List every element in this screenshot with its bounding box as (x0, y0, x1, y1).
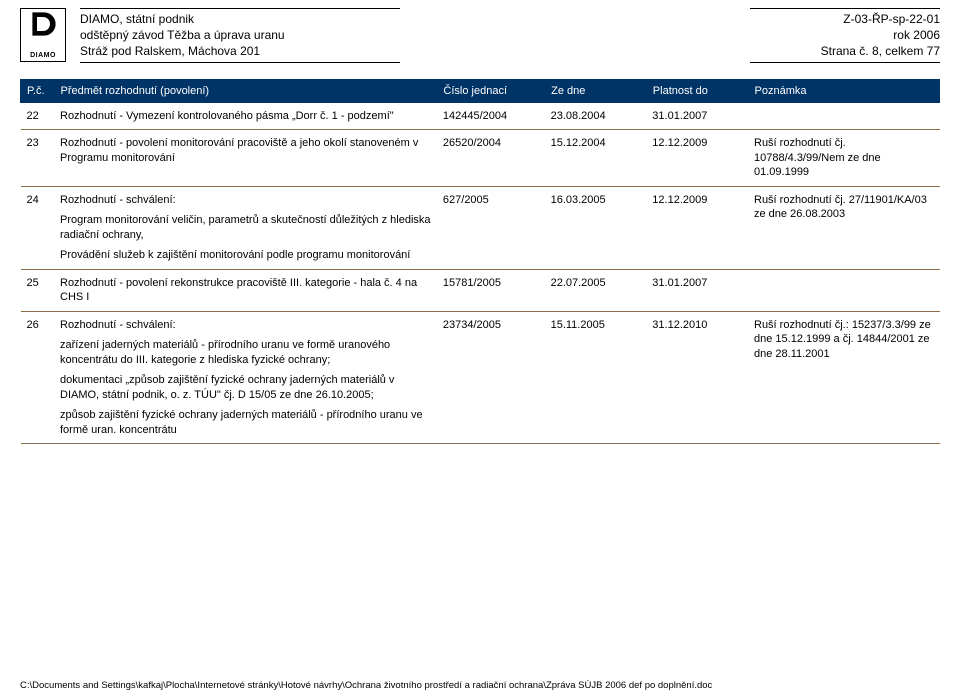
cell-poznamka (748, 102, 940, 130)
document-meta: Z-03-ŘP-sp-22-01 rok 2006 Strana č. 8, c… (750, 8, 940, 63)
subject-paragraph: Rozhodnutí - povolení rekonstrukce praco… (60, 276, 431, 305)
decisions-table: P.č. Předmět rozhodnutí (povolení) Číslo… (20, 79, 940, 445)
doc-code: Z-03-ŘP-sp-22-01 (750, 11, 940, 27)
col-header-plat: Platnost do (646, 79, 748, 102)
cell-ze-dne: 16.03.2005 (545, 186, 647, 269)
subject-paragraph: Provádění služeb k zajištění monitorován… (60, 248, 431, 263)
cell-platnost: 31.12.2010 (646, 311, 748, 444)
cell-subject: Rozhodnutí - povolení monitorování praco… (54, 130, 437, 187)
cell-cislo-jednaci: 15781/2005 (437, 269, 545, 311)
cell-poznamka: Ruší rozhodnutí čj. 27/11901/KA/03 ze dn… (748, 186, 940, 269)
cell-poznamka: Ruší rozhodnutí čj.: 15237/3.3/99 ze dne… (748, 311, 940, 444)
table-body: 22 Rozhodnutí - Vymezení kontrolovaného p… (21, 102, 940, 444)
table-header-row: P.č. Předmět rozhodnutí (povolení) Číslo… (21, 79, 940, 102)
cell-subject: Rozhodnutí - schválení: Program monitorov… (54, 186, 437, 269)
col-header-pozn: Poznámka (748, 79, 940, 102)
company-info: DIAMO, státní podnik odštěpný závod Těžb… (80, 8, 400, 63)
col-header-ze: Ze dne (545, 79, 647, 102)
subject-paragraph: dokumentaci „způsob zajištění fyzické oc… (60, 373, 431, 402)
company-line-3: Stráž pod Ralskem, Máchova 201 (80, 43, 400, 59)
col-header-num: P.č. (21, 79, 55, 102)
cell-ze-dne: 23.08.2004 (545, 102, 647, 130)
table-row: 25Rozhodnutí - povolení rekonstrukce pra… (21, 269, 940, 311)
subject-paragraph: způsob zajištění fyzické ochrany jaderný… (60, 408, 431, 437)
logo: DIAMO (20, 8, 66, 62)
cell-cislo-jednaci: 23734/2005 (437, 311, 545, 444)
subject-paragraph: zařízení jaderných materiálů - přírodníh… (60, 338, 431, 367)
cell-ze-dne: 15.11.2005 (545, 311, 647, 444)
subject-paragraph: Program monitorování veličin, parametrů … (60, 213, 431, 242)
cell-platnost: 31.01.2007 (646, 102, 748, 130)
company-line-2: odštěpný závod Těžba a úprava uranu (80, 27, 400, 43)
cell-platnost: 31.01.2007 (646, 269, 748, 311)
document-header: DIAMO DIAMO, státní podnik odštěpný závo… (20, 8, 940, 63)
subject-paragraph: Rozhodnutí - povolení monitorování praco… (60, 136, 431, 165)
cell-subject: Rozhodnutí - schválení: zařízení jadernýc… (54, 311, 437, 444)
cell-num: 22 (21, 102, 55, 130)
cell-num: 24 (21, 186, 55, 269)
cell-cislo-jednaci: 627/2005 (437, 186, 545, 269)
cell-num: 25 (21, 269, 55, 311)
subject-paragraph: Rozhodnutí - schválení: (60, 193, 431, 208)
col-header-subj: Předmět rozhodnutí (povolení) (54, 79, 437, 102)
page: DIAMO DIAMO, státní podnik odštěpný závo… (0, 0, 960, 452)
cell-ze-dne: 22.07.2005 (545, 269, 647, 311)
cell-platnost: 12.12.2009 (646, 186, 748, 269)
cell-subject: Rozhodnutí - Vymezení kontrolovaného pás… (54, 102, 437, 130)
subject-paragraph: Rozhodnutí - schválení: (60, 318, 431, 333)
col-header-cj: Číslo jednací (437, 79, 545, 102)
cell-poznamka: Ruší rozhodnutí čj. 10788/4.3/99/Nem ze … (748, 130, 940, 187)
cell-subject: Rozhodnutí - povolení rekonstrukce praco… (54, 269, 437, 311)
table-row: 22 Rozhodnutí - Vymezení kontrolovaného p… (21, 102, 940, 130)
cell-poznamka (748, 269, 940, 311)
company-line-1: DIAMO, státní podnik (80, 11, 400, 27)
table-row: 26 Rozhodnutí - schválení: zařízení jadern… (21, 311, 940, 444)
cell-num: 23 (21, 130, 55, 187)
cell-ze-dne: 15.12.2004 (545, 130, 647, 187)
footer-path: C:\Documents and Settings\kafkaj\Plocha\… (20, 680, 940, 691)
cell-platnost: 12.12.2009 (646, 130, 748, 187)
logo-icon (30, 11, 56, 37)
cell-num: 26 (21, 311, 55, 444)
table-row: 23Rozhodnutí - povolení monitorování pra… (21, 130, 940, 187)
table-row: 24 Rozhodnutí - schválení: Program monitor… (21, 186, 940, 269)
subject-paragraph: Rozhodnutí - Vymezení kontrolovaného pás… (60, 109, 431, 124)
cell-cislo-jednaci: 142445/2004 (437, 102, 545, 130)
cell-cislo-jednaci: 26520/2004 (437, 130, 545, 187)
doc-page: Strana č. 8, celkem 77 (750, 43, 940, 59)
doc-year: rok 2006 (750, 27, 940, 43)
logo-label: DIAMO (30, 52, 56, 59)
